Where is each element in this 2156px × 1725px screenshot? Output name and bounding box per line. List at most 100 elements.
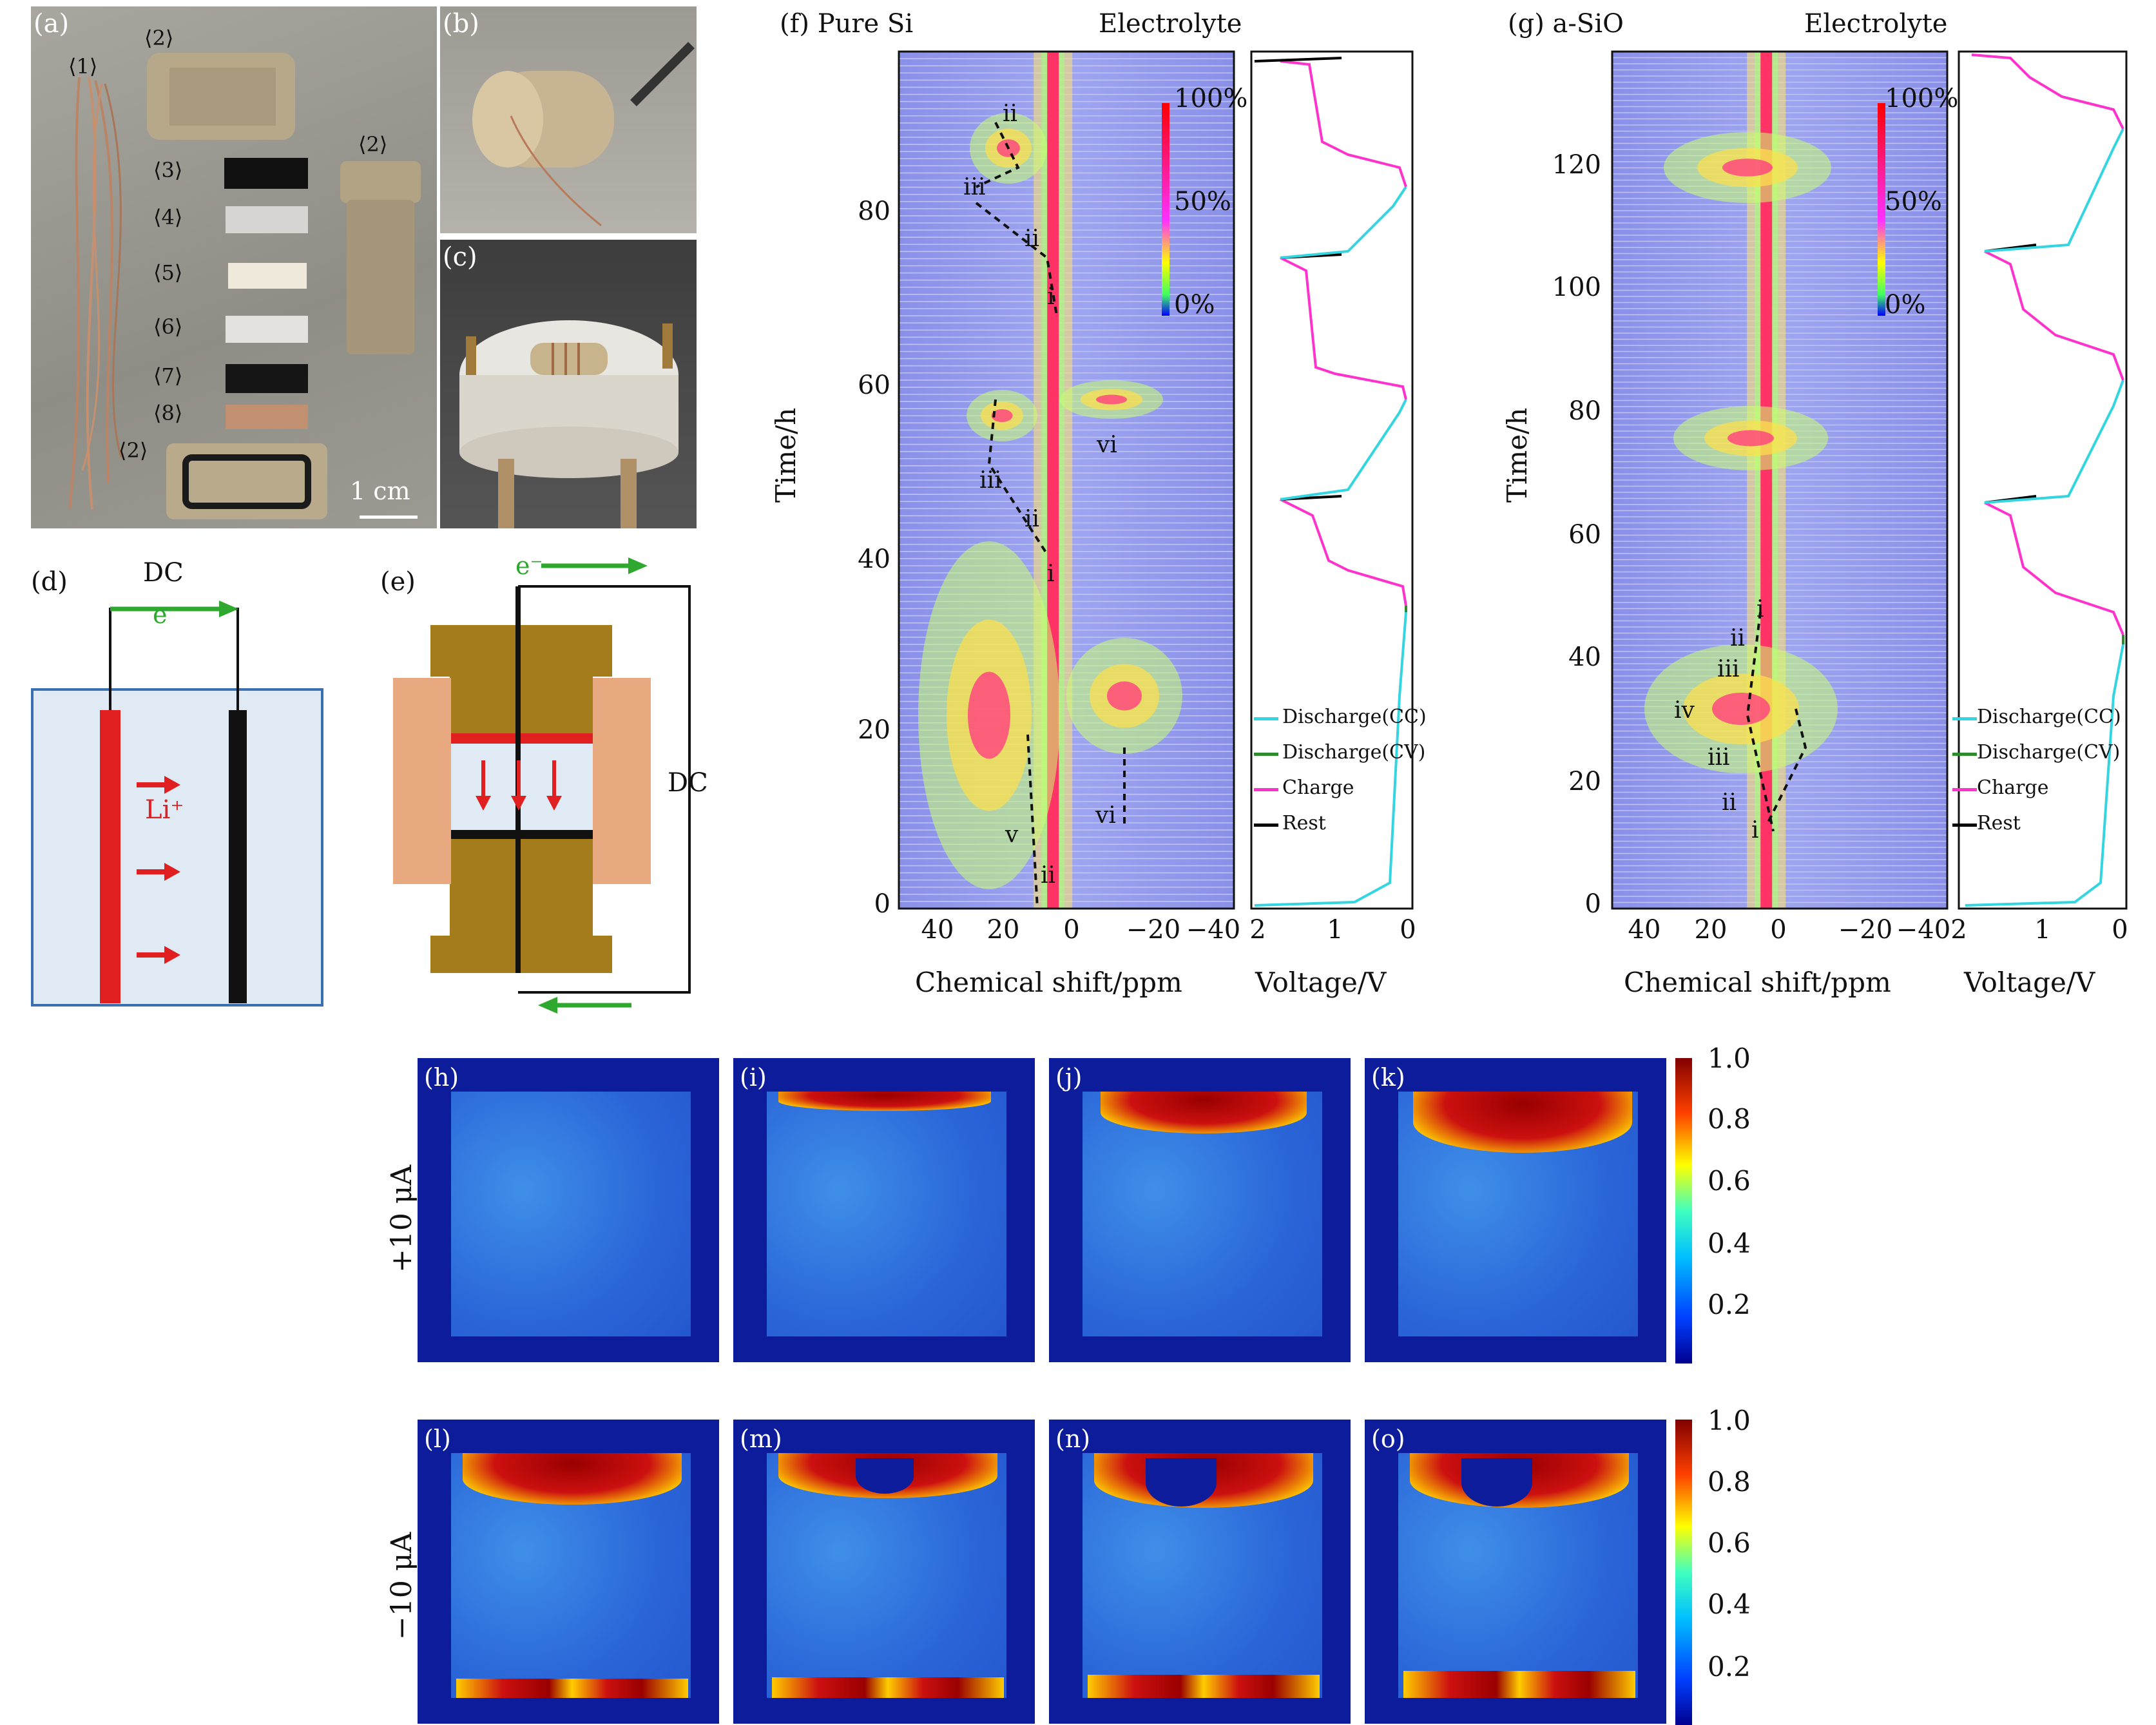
panel-f-vtick: 0 <box>1400 915 1416 945</box>
mri-image: (l) <box>418 1420 719 1724</box>
panel-g-ylabel: Time/h <box>1501 407 1533 503</box>
panel-f-ytick: 60 <box>858 371 890 400</box>
panel-g-vtick: 1 <box>2034 915 2051 945</box>
panel-g-lithiation-feature <box>1673 406 1828 470</box>
panel-f-xtick: 20 <box>987 915 1020 945</box>
mri-colorbar-tick-bottom: 0.6 <box>1708 1527 1751 1559</box>
mri-sample-region <box>451 1092 691 1336</box>
panel-f-title: Pure Si <box>817 9 914 39</box>
mri-colorbar-tick-top: 0.6 <box>1708 1165 1751 1197</box>
part-label-3: ⟨3⟩ <box>153 158 183 182</box>
photo-cell-components: (a) ⟨1⟩ ⟨2⟩ ⟨2⟩ ⟨3⟩ ⟨4⟩ ⟨5⟩ ⟨6⟩ ⟨7⟩ ⟨8⟩ … <box>31 6 437 528</box>
schematic-in-situ-cell <box>393 557 691 1014</box>
voltage-charge-segment <box>1984 250 2124 381</box>
panel-g-xtick: 0 <box>1770 915 1787 945</box>
mri-colorbar-tick-top: 0.4 <box>1708 1228 1751 1259</box>
panel-f-annotation: ii <box>1025 506 1040 532</box>
mri-sample-region <box>767 1092 1006 1336</box>
voltage-rest-segment <box>1254 57 1342 63</box>
panel-d-dc-label: DC <box>143 558 184 588</box>
panel-f-annotation: vi <box>1097 432 1117 458</box>
panel-f-xlabel: Chemical shift/ppm <box>915 967 1182 998</box>
panel-g-lithiation-feature <box>1664 132 1831 203</box>
panel-g-annotation: iv <box>1674 697 1695 724</box>
panel-g-legend-swatch <box>1952 788 1977 791</box>
panel-f-lithiation-feature <box>1060 380 1163 419</box>
mri-lithium-top <box>463 1453 682 1505</box>
part-label-7: ⟨7⟩ <box>153 363 183 388</box>
panel-g-annotation: ii <box>1722 789 1737 816</box>
voltG-bg <box>1959 52 2126 909</box>
panel-g-legend-item: Discharge(CV) <box>1977 741 2121 764</box>
panel-g-ytick: 60 <box>1568 520 1601 550</box>
mri-lithium-bottom <box>1403 1671 1635 1698</box>
panel-f-legend-swatch <box>1254 824 1278 827</box>
photo-probe-head: (c) <box>440 240 697 528</box>
panel-g-vtick: 0 <box>2112 915 2128 945</box>
photo-cell-holder: (b) <box>440 6 697 233</box>
mri-image: (m) <box>733 1420 1035 1724</box>
panel-f-legend-swatch <box>1254 753 1278 756</box>
mri-colorbar-tick-bottom: 1.0 <box>1708 1405 1751 1436</box>
mri-panel-label: (k) <box>1371 1063 1405 1092</box>
panel-g-colorbar-label: 100% <box>1885 84 1959 113</box>
panel-f-ytick: 80 <box>858 197 890 226</box>
panel-g-ytick: 80 <box>1568 396 1601 426</box>
panel-g-legend-item: Discharge(CC) <box>1977 706 2121 728</box>
scale-bar-label: 1 cm <box>350 477 410 505</box>
mri-lithium-bottom <box>772 1677 1004 1698</box>
part-label-2-bottom: ⟨2⟩ <box>119 438 148 463</box>
panel-f-lithiation-feature <box>1066 638 1182 754</box>
part-label-2-top: ⟨2⟩ <box>144 26 174 50</box>
mri-colorbar-tick-bottom: 0.4 <box>1708 1588 1751 1620</box>
panel-g-annotation: i <box>1751 817 1759 843</box>
panel-f-annotation: vi <box>1095 802 1116 829</box>
voltage-discharge-cc-segment <box>1280 399 1407 501</box>
panel-g-vtick: 2 <box>1950 915 1967 945</box>
panel-f-lithiation-feature <box>918 541 1060 889</box>
mri-lithium-top <box>1413 1092 1632 1153</box>
mri-image: (i) <box>733 1058 1035 1362</box>
panel-f-xtick: −20 <box>1126 915 1181 945</box>
voltage-charge-segment <box>1984 501 2124 635</box>
panel-g-xtick: 40 <box>1628 915 1661 945</box>
panel-f-guide-line <box>975 202 1058 316</box>
panel-g-legend-swatch <box>1952 753 1977 756</box>
panel-g-legend-swatch <box>1952 717 1977 720</box>
panel-f-electrolyte-label: Electrolyte <box>1099 9 1242 39</box>
mri-row1-label: +10 μA <box>385 1164 418 1273</box>
panel-g-colorbar-label: 50% <box>1885 187 1942 217</box>
panel-f-vlabel: Voltage/V <box>1255 967 1387 998</box>
panel-g-ytick: 120 <box>1552 150 1601 180</box>
panel-f-legend-swatch <box>1254 788 1278 791</box>
panel-g-annotation: iii <box>1708 744 1730 771</box>
voltage-charge-segment <box>1280 60 1407 188</box>
panel-e-electron-label: e⁻ <box>515 552 543 580</box>
panel-f-vtick: 1 <box>1327 915 1343 945</box>
panel-f-colorbar-label: 100% <box>1174 84 1248 113</box>
panel-b-label: (b) <box>443 9 479 39</box>
mri-depletion-hole <box>1461 1458 1532 1507</box>
voltage-discharge-cc-segment <box>1280 186 1407 259</box>
mri-image: (h) <box>418 1058 719 1362</box>
panel-f-annotation: v <box>1005 822 1019 848</box>
panel-f-legend-item: Charge <box>1282 776 1354 799</box>
panel-f-ylabel: Time/h <box>770 407 802 503</box>
mri-panel-label: (i) <box>740 1063 767 1092</box>
mri-row2-label: −10 μA <box>385 1532 418 1640</box>
panel-f-colorbar-label: 50% <box>1174 187 1231 217</box>
voltage-discharge-cc-segment <box>1984 128 2124 253</box>
mri-lithium-top <box>778 1092 991 1111</box>
mri-lithium-bottom <box>1088 1675 1320 1698</box>
mri-image: (j) <box>1049 1058 1351 1362</box>
voltage-charge-segment <box>1280 256 1407 400</box>
panel-f-legend-item: Discharge(CC) <box>1282 706 1427 728</box>
voltF-bg <box>1251 52 1412 909</box>
panel-a-label: (a) <box>34 9 70 39</box>
panel-d-ion-label: Li⁺ <box>145 795 184 825</box>
schematic-beaker-cell <box>31 601 323 1007</box>
part-label-1: ⟨1⟩ <box>68 54 98 79</box>
panel-f-legend-swatch <box>1254 717 1278 720</box>
part-label-8: ⟨8⟩ <box>153 401 183 425</box>
panel-f-annotation: iii <box>963 174 986 200</box>
